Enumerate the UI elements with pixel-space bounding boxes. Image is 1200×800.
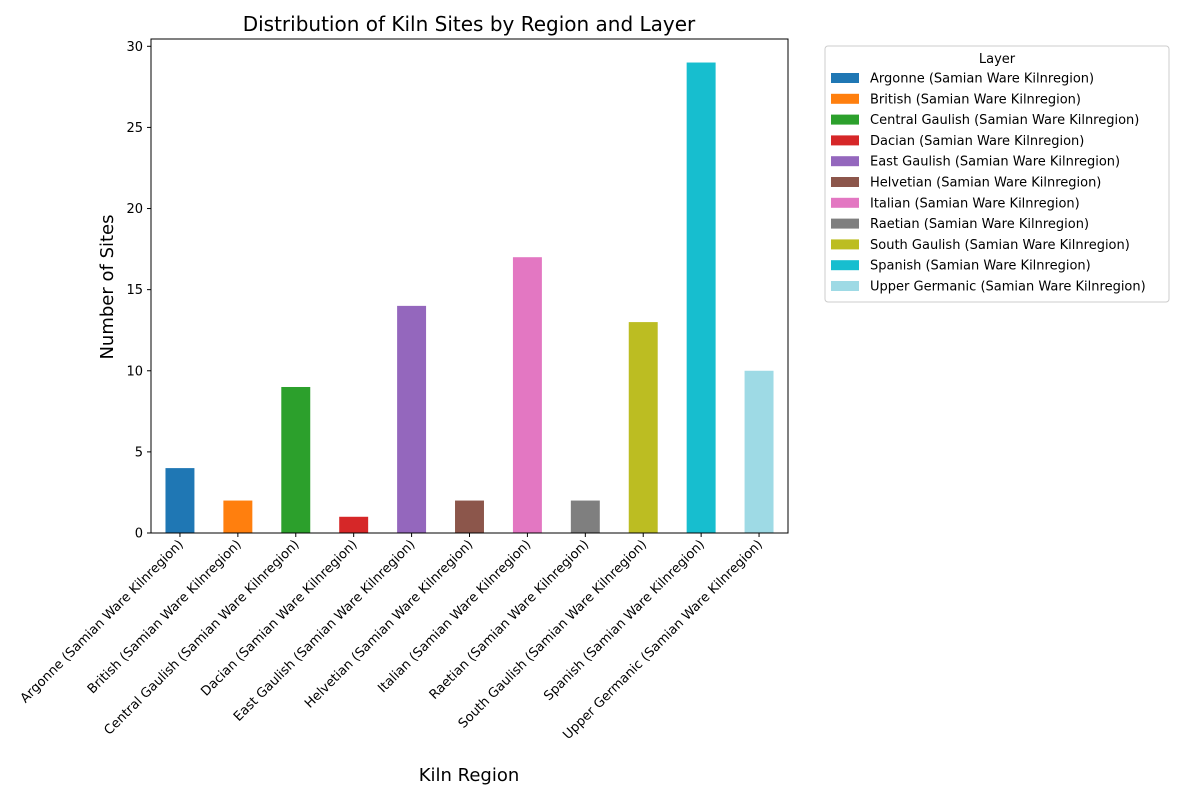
bar: [165, 468, 195, 533]
legend-swatch: [831, 218, 859, 229]
bar: [223, 500, 253, 533]
legend-entry-label: Spanish (Samian Ware Kilnregion): [870, 259, 1091, 274]
bar: [455, 500, 484, 533]
legend-entry-label: Italian (Samian Ware Kilnregion): [870, 196, 1080, 211]
y-tick-label: 5: [135, 445, 143, 460]
y-tick-label: 10: [126, 364, 143, 379]
legend-entry-label: Argonne (Samian Ware Kilnregion): [870, 72, 1094, 87]
y-tick-label: 25: [126, 121, 143, 136]
x-axis-label: Kiln Region: [419, 765, 520, 786]
chart-title: Distribution of Kiln Sites by Region and…: [243, 12, 696, 36]
bar: [744, 370, 774, 533]
legend-swatch: [831, 260, 859, 271]
legend-entry-label: Central Gaulish (Samian Ware Kilnregion): [870, 113, 1139, 128]
y-tick-label: 0: [135, 527, 143, 542]
y-tick-label: 20: [126, 202, 143, 217]
legend-swatch: [831, 197, 859, 208]
bar: [512, 257, 542, 533]
legend-entry-label: East Gaulish (Samian Ware Kilnregion): [870, 155, 1120, 170]
bar: [628, 322, 658, 533]
legend-entry-label: British (Samian Ware Kilnregion): [870, 92, 1081, 107]
y-axis-label: Number of Sites: [97, 214, 118, 359]
bar: [397, 305, 427, 533]
bar: [339, 516, 369, 533]
x-tick-label: Upper Germanic (Samian Ware Kilnregion): [560, 537, 766, 743]
legend-entry-label: Raetian (Samian Ware Kilnregion): [870, 217, 1089, 232]
legend-entry-label: Helvetian (Samian Ware Kilnregion): [870, 176, 1101, 191]
y-tick-label: 30: [126, 40, 143, 55]
y-tick-label: 15: [126, 283, 143, 298]
legend-swatch: [831, 177, 859, 187]
legend-swatch: [831, 156, 859, 167]
bar: [570, 500, 600, 533]
legend-entry-label: Upper Germanic (Samian Ware Kilnregion): [870, 280, 1146, 295]
legend: Layer Argonne (Samian Ware Kilnregion) Br…: [824, 45, 1170, 303]
legend-entry-label: South Gaulish (Samian Ware Kilnregion): [870, 238, 1130, 253]
bar: [281, 386, 311, 533]
legend-entry-label: Dacian (Samian Ware Kilnregion): [870, 134, 1084, 149]
legend-swatch: [831, 281, 859, 291]
bar: [686, 62, 716, 534]
legend-swatch: [831, 93, 859, 104]
legend-swatch: [831, 114, 859, 125]
legend-frame: [824, 45, 1170, 303]
legend-swatch: [831, 73, 859, 83]
legend-title: Layer: [979, 52, 1016, 67]
legend-swatch: [831, 239, 859, 250]
legend-swatch: [831, 135, 859, 146]
x-tick-label: Central Gaulish (Samian Ware Kilnregion): [102, 537, 303, 738]
